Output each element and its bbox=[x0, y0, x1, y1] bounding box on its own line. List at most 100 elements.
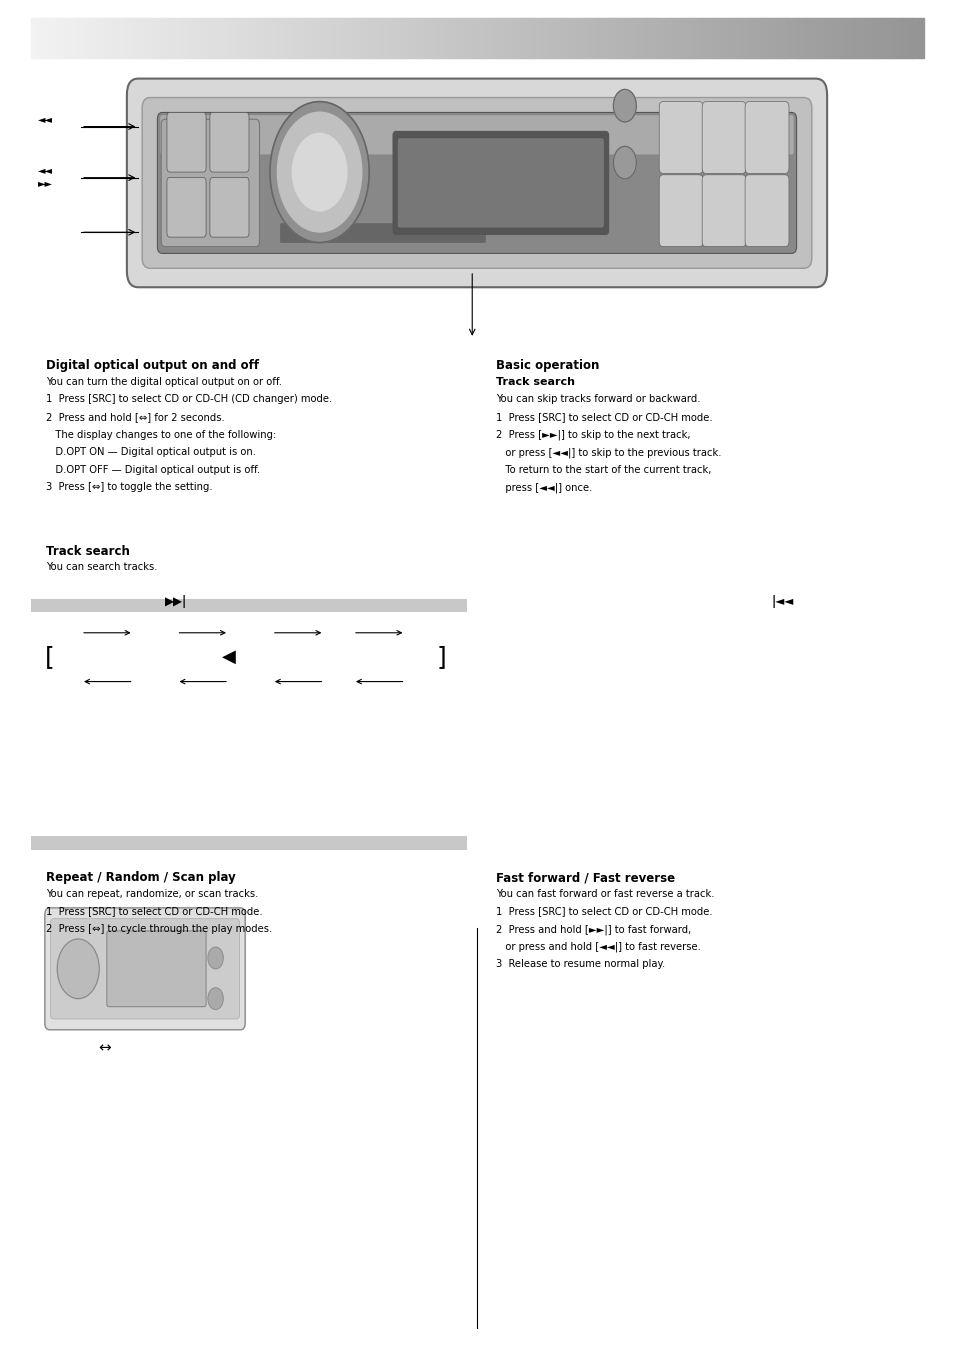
Bar bbox=[509, 18, 513, 58]
Bar bbox=[283, 18, 287, 58]
Bar bbox=[497, 18, 501, 58]
Bar bbox=[622, 18, 626, 58]
Bar bbox=[155, 18, 159, 58]
Bar bbox=[420, 18, 424, 58]
Bar bbox=[375, 18, 379, 58]
Bar bbox=[471, 18, 475, 58]
Bar bbox=[854, 18, 858, 58]
Bar bbox=[339, 18, 344, 58]
FancyBboxPatch shape bbox=[393, 131, 608, 234]
Bar bbox=[512, 18, 517, 58]
Bar bbox=[63, 18, 67, 58]
Bar bbox=[331, 18, 335, 58]
Bar bbox=[161, 18, 165, 58]
Bar bbox=[137, 18, 141, 58]
FancyBboxPatch shape bbox=[744, 175, 788, 247]
FancyBboxPatch shape bbox=[127, 79, 826, 287]
Bar bbox=[851, 18, 855, 58]
Bar bbox=[461, 18, 466, 58]
Bar bbox=[548, 18, 552, 58]
Bar bbox=[559, 18, 563, 58]
Bar bbox=[857, 18, 861, 58]
Bar bbox=[328, 18, 332, 58]
Circle shape bbox=[613, 89, 636, 122]
Bar bbox=[890, 18, 894, 58]
Bar bbox=[248, 18, 252, 58]
Bar bbox=[465, 18, 469, 58]
Bar bbox=[295, 18, 299, 58]
Bar bbox=[396, 18, 400, 58]
Bar bbox=[718, 18, 721, 58]
Bar bbox=[221, 18, 225, 58]
Bar bbox=[343, 18, 347, 58]
Bar bbox=[269, 18, 273, 58]
Bar bbox=[500, 18, 504, 58]
Bar bbox=[46, 18, 50, 58]
Bar bbox=[652, 18, 656, 58]
Bar bbox=[806, 18, 810, 58]
Bar bbox=[367, 18, 371, 58]
Bar bbox=[36, 18, 40, 58]
Text: Track search: Track search bbox=[496, 377, 575, 386]
Bar bbox=[399, 18, 403, 58]
Bar bbox=[265, 18, 270, 58]
Bar bbox=[830, 18, 834, 58]
Bar bbox=[363, 18, 368, 58]
Bar bbox=[756, 18, 760, 58]
Bar bbox=[816, 18, 820, 58]
Bar bbox=[789, 18, 793, 58]
Bar bbox=[84, 18, 88, 58]
Bar bbox=[739, 18, 742, 58]
Bar bbox=[631, 18, 635, 58]
Text: Repeat / Random / Scan play: Repeat / Random / Scan play bbox=[46, 871, 235, 885]
Bar bbox=[432, 18, 436, 58]
Bar bbox=[147, 18, 151, 58]
Bar bbox=[188, 18, 192, 58]
Bar bbox=[336, 18, 340, 58]
Bar bbox=[289, 18, 294, 58]
Bar bbox=[670, 18, 674, 58]
FancyBboxPatch shape bbox=[280, 224, 485, 243]
Bar bbox=[408, 18, 412, 58]
Bar bbox=[619, 18, 623, 58]
Bar bbox=[360, 18, 364, 58]
Bar bbox=[691, 18, 695, 58]
Bar bbox=[759, 18, 763, 58]
Bar bbox=[598, 18, 602, 58]
Bar bbox=[824, 18, 828, 58]
FancyBboxPatch shape bbox=[659, 175, 702, 247]
Bar bbox=[785, 18, 790, 58]
Bar bbox=[429, 18, 433, 58]
Bar bbox=[530, 18, 534, 58]
Text: 2  Press and hold [⇔] for 2 seconds.: 2 Press and hold [⇔] for 2 seconds. bbox=[46, 412, 224, 421]
Bar bbox=[845, 18, 849, 58]
Bar bbox=[168, 18, 172, 58]
Bar bbox=[194, 18, 198, 58]
Bar bbox=[545, 18, 549, 58]
Bar bbox=[593, 18, 597, 58]
Bar bbox=[920, 18, 923, 58]
Bar bbox=[875, 18, 879, 58]
Text: You can turn the digital optical output on or off.: You can turn the digital optical output … bbox=[46, 377, 281, 386]
Bar bbox=[578, 18, 581, 58]
Bar bbox=[30, 836, 467, 850]
Bar bbox=[771, 18, 775, 58]
Bar bbox=[863, 18, 867, 58]
Bar bbox=[304, 18, 308, 58]
FancyBboxPatch shape bbox=[701, 175, 745, 247]
FancyBboxPatch shape bbox=[701, 102, 745, 173]
Bar bbox=[134, 18, 138, 58]
Bar bbox=[417, 18, 421, 58]
Bar bbox=[684, 18, 689, 58]
Bar bbox=[488, 18, 493, 58]
Bar bbox=[837, 18, 841, 58]
Bar bbox=[590, 18, 594, 58]
Bar bbox=[120, 18, 124, 58]
Bar bbox=[140, 18, 145, 58]
Text: ]: ] bbox=[436, 645, 446, 669]
Text: To return to the start of the current track,: To return to the start of the current tr… bbox=[496, 465, 711, 474]
Bar bbox=[325, 18, 329, 58]
Bar bbox=[780, 18, 783, 58]
Bar bbox=[729, 18, 733, 58]
Bar bbox=[744, 18, 748, 58]
